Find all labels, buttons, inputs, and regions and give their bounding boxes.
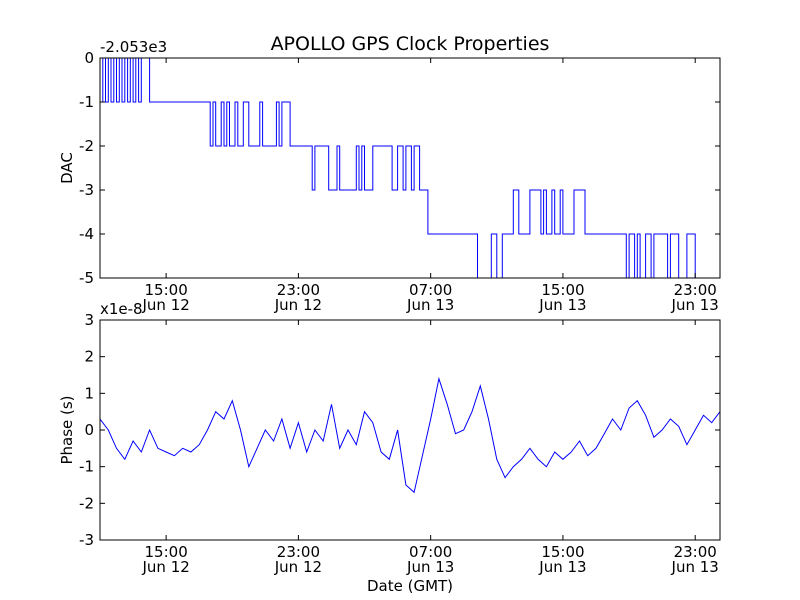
y-tick-label: -5: [79, 269, 94, 287]
x-tick-label-date: Jun 13: [671, 558, 719, 576]
x-tick-label-date: Jun 12: [141, 558, 189, 576]
x-tick-label-time: 15:00: [145, 281, 188, 299]
y-tick-label: -1: [79, 458, 94, 476]
x-tick-label-date: Jun 13: [538, 296, 586, 314]
y-tick-label: -1: [79, 93, 94, 111]
y-tick-label: -2: [79, 137, 94, 155]
x-tick-label-date: Jun 13: [538, 558, 586, 576]
series-line-0: [100, 58, 720, 278]
y-tick-label: 1: [84, 384, 94, 402]
x-tick-label-time: 23:00: [674, 543, 717, 561]
y-offset-label: -2.053e3: [100, 38, 167, 56]
x-tick-label-date: Jun 13: [671, 296, 719, 314]
x-tick-label-date: Jun 13: [406, 296, 454, 314]
y-axis-label: DAC: [58, 152, 76, 184]
y-tick-label: -2: [79, 494, 94, 512]
x-tick-label-date: Jun 13: [406, 558, 454, 576]
axes-frame: [99, 319, 721, 541]
x-tick-label-time: 07:00: [409, 543, 452, 561]
chart-title: APOLLO GPS Clock Properties: [271, 33, 550, 55]
x-tick-label-time: 15:00: [541, 281, 584, 299]
x-tick-label-time: 07:00: [409, 281, 452, 299]
x-tick-label-time: 23:00: [277, 281, 320, 299]
y-tick-label: 0: [84, 49, 94, 67]
x-tick-label-date: Jun 12: [141, 296, 189, 314]
x-tick-label-time: 23:00: [674, 281, 717, 299]
y-tick-label: 3: [84, 311, 94, 329]
y-tick-label: 2: [84, 348, 94, 366]
y-tick-label: -4: [79, 225, 94, 243]
x-tick-label-date: Jun 12: [274, 296, 322, 314]
x-tick-label-date: Jun 12: [274, 558, 322, 576]
y-axis-label: Phase (s): [58, 395, 76, 464]
y-tick-label: -3: [79, 531, 94, 549]
series-line-1: [100, 376, 720, 494]
y-tick-label: 0: [84, 421, 94, 439]
x-tick-label-time: 15:00: [145, 543, 188, 561]
y-tick-label: -3: [79, 181, 94, 199]
x-tick-label-time: 15:00: [541, 543, 584, 561]
x-axis-label: Date (GMT): [367, 577, 453, 595]
x-tick-label-time: 23:00: [277, 543, 320, 561]
y-offset-label: x1e-8: [100, 300, 143, 318]
axes-frame: [99, 57, 721, 279]
